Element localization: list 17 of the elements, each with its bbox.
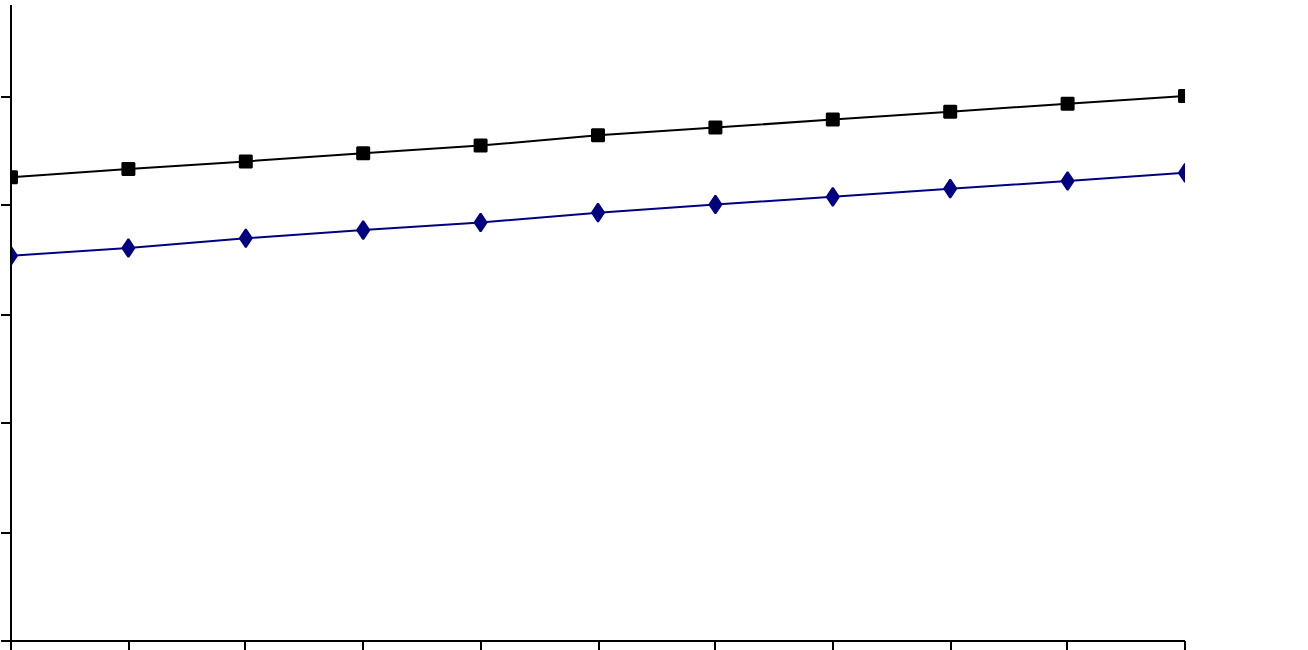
point xyxy=(121,238,136,259)
point xyxy=(121,162,136,177)
point xyxy=(356,146,371,161)
point xyxy=(1060,171,1075,192)
point xyxy=(943,178,958,199)
point xyxy=(473,138,488,153)
point xyxy=(356,220,371,241)
point xyxy=(825,186,840,207)
point xyxy=(591,128,605,143)
point xyxy=(238,228,253,249)
point xyxy=(238,154,253,169)
point xyxy=(708,120,723,135)
point xyxy=(1060,96,1075,111)
point xyxy=(943,104,958,119)
point xyxy=(473,212,488,233)
point xyxy=(825,112,840,127)
point xyxy=(708,194,723,215)
